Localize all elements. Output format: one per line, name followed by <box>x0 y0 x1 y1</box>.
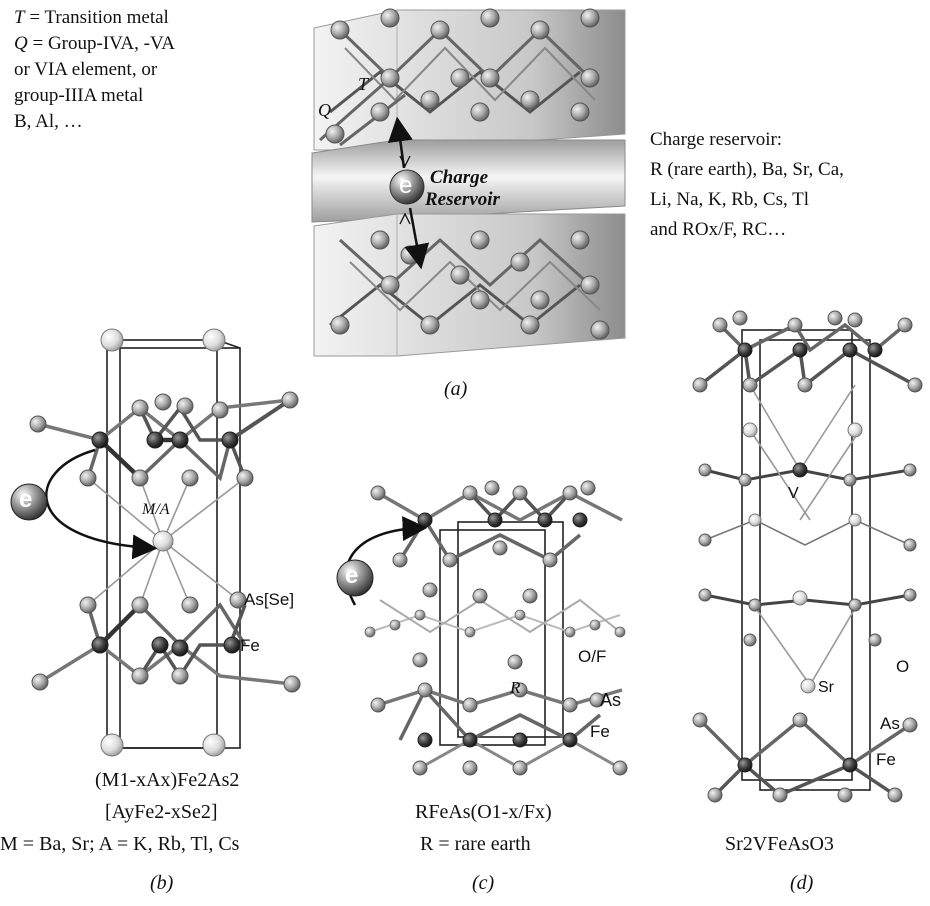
panel-c-formula1: RFeAs(O1-x/Fx) <box>415 801 552 823</box>
panel-c-label: (c) <box>472 872 495 894</box>
panel-a-block <box>311 8 626 357</box>
panel-b-label: (b) <box>150 872 174 894</box>
panel-b-electron-sphere <box>10 483 48 521</box>
panel-d-as-label: As <box>880 714 900 733</box>
reservoir-electron-sphere <box>389 169 425 205</box>
panel-c-structure <box>336 480 628 776</box>
panel-d-o-label: O <box>896 657 910 676</box>
atom-q-label: Q <box>318 100 331 120</box>
arrow-down <box>404 207 430 270</box>
panel-b-structure <box>10 328 301 757</box>
box-label-charge: Charge <box>430 167 489 188</box>
reservoir-line3: and ROx/F, RC… <box>650 219 787 240</box>
ma-site-atom <box>152 530 174 552</box>
panel-d-v-label: V <box>788 485 799 502</box>
panel-b-formula2: [AyFe2-xSe2] <box>105 801 218 823</box>
box-label-reservoir: Reservoir <box>425 189 500 210</box>
legend-q-line2: or VIA element, or <box>14 59 158 80</box>
panel-b-electron-label: e <box>19 486 33 513</box>
panel-b-arrow <box>45 448 158 560</box>
legend-q-line4: B, Al, … <box>14 111 83 132</box>
panel-c-electron-sphere <box>336 559 374 597</box>
ma-site-label: M/A <box>142 501 170 518</box>
panel-c-of-label: O/F <box>578 647 607 666</box>
panel-a-label: (a) <box>444 378 468 400</box>
panel-c-fe-label: Fe <box>590 722 610 741</box>
panel-d-sr-label: Sr <box>818 679 834 696</box>
panel-d-structure <box>692 310 923 803</box>
panel-b-formula1: (M1-xAx)Fe2As2 <box>95 769 240 791</box>
upper-tq-layer <box>319 8 600 147</box>
legend-q-line3: group-IIIA metal <box>14 85 144 106</box>
reservoir-title: Charge reservoir: <box>650 129 783 150</box>
panel-b-formula3: M = Ba, Sr; A = K, Rb, Tl, Cs <box>0 833 240 855</box>
panel-b-fe-label: Fe <box>240 636 260 655</box>
atom-t-label: T <box>358 74 369 94</box>
lower-tq-layer <box>329 230 610 340</box>
panel-d-formula: Sr2VFeAsO3 <box>725 833 834 855</box>
panel-c-r-label: R <box>510 678 521 697</box>
reservoir-line1: R (rare earth), Ba, Sr, Ca, <box>650 159 844 180</box>
reservoir-line2: Li, Na, K, Rb, Cs, Tl <box>650 189 810 210</box>
panel-d-label: (d) <box>790 872 814 894</box>
legend-q-line: Q = Group-IVA, -VA <box>14 33 175 54</box>
panel-c-as-label: As <box>600 690 622 710</box>
panel-d-fe-label: Fe <box>876 750 896 769</box>
panel-c-electron-label: e <box>345 562 359 589</box>
panel-c-formula2: R = rare earth <box>420 833 531 855</box>
legend-t-line: T = Transition metal <box>14 7 169 28</box>
reservoir-electron-label: e <box>399 172 413 199</box>
panel-b-as-label: As[Se] <box>244 590 295 609</box>
